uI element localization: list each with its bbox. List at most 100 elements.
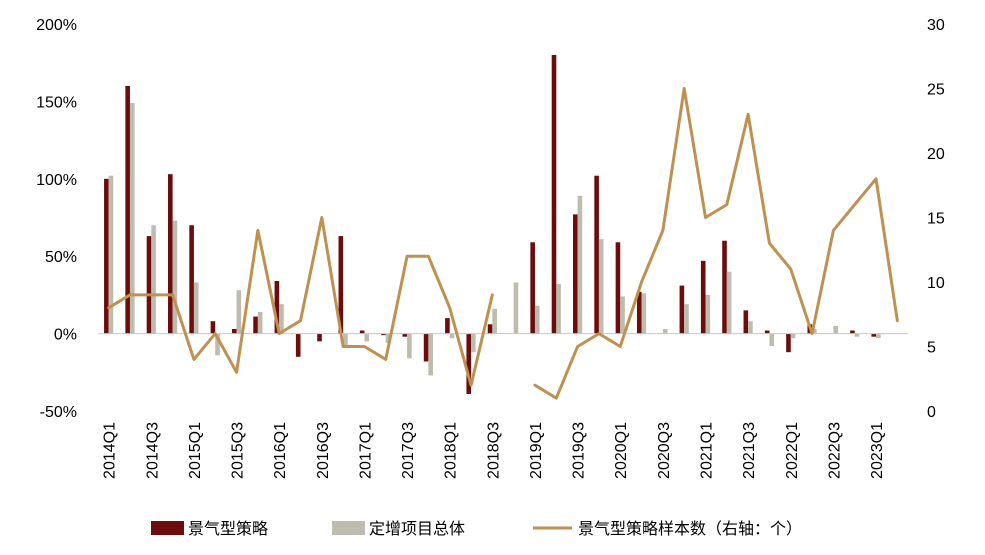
bar-s1-2023Q1 <box>871 333 877 337</box>
bar-s1-2019Q1 <box>530 242 535 334</box>
bar-s2-2017Q4 <box>428 333 433 376</box>
right-tick-label: 30 <box>927 17 945 34</box>
bar-s1-2018Q1 <box>445 318 450 334</box>
right-tick-label: 25 <box>927 82 945 99</box>
bar-s2-2020Q3 <box>662 328 668 334</box>
x-tick-label: 2018Q1 <box>443 422 460 479</box>
bar-s1-2019Q4 <box>594 175 599 334</box>
left-tick-label: 0% <box>54 327 77 344</box>
bar-s1-2021Q4 <box>764 330 770 334</box>
bar-s1-2021Q2 <box>722 240 727 334</box>
line-layer <box>107 87 899 400</box>
x-tick-label: 2020Q1 <box>613 422 630 479</box>
left-tick-label: 100% <box>36 172 77 189</box>
bar-s2-2016Q1 <box>279 304 284 334</box>
x-tick-label: 2015Q1 <box>187 422 204 479</box>
bar-s2-2022Q4 <box>854 333 860 337</box>
bar-s2-2018Q1 <box>449 333 455 339</box>
left-tick-label: 50% <box>45 249 77 266</box>
bar-s1-2014Q4 <box>168 174 173 334</box>
left-axis-ticks: -50% 0% 50% 100% 150% 200% <box>36 17 77 421</box>
bar-s2-2021Q1 <box>705 294 711 334</box>
bar-s2-2022Q3 <box>833 325 838 334</box>
bar-s1-2016Q2 <box>295 333 301 357</box>
bar-s1-2017Q2 <box>381 333 386 336</box>
bar-s1-2019Q2 <box>551 54 557 334</box>
x-tick-label: 2019Q1 <box>528 422 545 479</box>
left-tick-label: 150% <box>36 94 77 111</box>
legend: 景气型策略 定增项目总体 景气型策略样本数（右轴：个） <box>151 519 802 538</box>
bar-s1-2022Q4 <box>850 330 855 334</box>
bar-s1-2018Q3 <box>487 324 493 334</box>
bar-s2-2023Q1 <box>876 333 881 339</box>
bar-s2-2019Q4 <box>598 239 604 334</box>
right-tick-label: 5 <box>927 340 936 357</box>
x-tick-label: 2014Q3 <box>144 422 161 479</box>
bar-s1-2014Q1 <box>104 178 109 334</box>
bar-s2-2018Q4 <box>513 282 519 334</box>
x-tick-label: 2020Q3 <box>656 422 673 479</box>
bar-s2-2020Q1 <box>620 296 625 334</box>
bar-s2-2022Q1 <box>790 333 796 339</box>
bar-s2-2014Q4 <box>172 220 178 334</box>
bar-s1-2016Q1 <box>274 280 280 334</box>
left-tick-label: 200% <box>36 17 77 34</box>
bar-s1-2016Q4 <box>338 236 344 334</box>
bar-s1-2015Q3 <box>231 328 237 334</box>
left-tick-label: -50% <box>40 404 77 421</box>
bar-s2-2014Q2 <box>129 102 135 334</box>
bar-s2-2018Q2 <box>471 333 476 353</box>
bar-s2-2020Q4 <box>684 304 689 334</box>
bar-s1-2014Q3 <box>146 236 152 334</box>
bar-s1-2015Q4 <box>253 316 258 334</box>
x-tick-label: 2016Q3 <box>315 422 332 479</box>
bar-s1-2019Q3 <box>573 214 578 334</box>
bar-s2-2017Q1 <box>364 333 370 342</box>
line-series-segment-2 <box>533 87 899 400</box>
right-tick-label: 20 <box>927 146 945 163</box>
legend-swatch-bar-2 <box>332 521 365 535</box>
legend-label-3: 景气型策略样本数（右轴：个） <box>578 519 802 538</box>
bar-s1-2018Q2 <box>466 333 472 394</box>
bar-s2-2016Q4 <box>343 333 348 346</box>
right-tick-label: 0 <box>927 404 936 421</box>
x-axis-ticks: 2014Q1 2014Q3 2015Q1 2015Q3 2016Q1 2016Q3 2017… <box>102 422 886 479</box>
bar-s2-2019Q2 <box>556 284 561 334</box>
legend-label-2: 定增项目总体 <box>369 519 465 538</box>
bar-s1-2017Q1 <box>359 330 365 334</box>
bar-s2-2017Q3 <box>407 333 412 359</box>
bar-s2-2019Q3 <box>577 195 583 334</box>
bar-s1-2015Q1 <box>189 225 194 334</box>
bar-s1-2020Q1 <box>615 242 621 334</box>
bar-s2-2014Q3 <box>151 225 156 334</box>
x-tick-label: 2022Q1 <box>784 422 801 479</box>
bar-s2-2015Q1 <box>193 282 199 334</box>
bar-s1-2021Q1 <box>700 260 706 334</box>
x-tick-label: 2021Q3 <box>741 422 758 479</box>
bar-s2-2015Q2 <box>215 333 220 356</box>
bar-s2-2021Q2 <box>726 271 732 334</box>
legend-label-1: 景气型策略 <box>188 519 268 538</box>
x-tick-label: 2015Q3 <box>230 422 247 479</box>
bar-s1-2017Q3 <box>402 333 408 337</box>
x-tick-label: 2023Q1 <box>869 422 886 479</box>
x-tick-label: 2018Q3 <box>485 422 502 479</box>
bar-s2-2022Q2 <box>812 328 817 334</box>
x-tick-label: 2017Q3 <box>400 422 417 479</box>
bar-s2-2015Q3 <box>236 290 242 334</box>
bar-s2-2017Q2 <box>385 333 391 343</box>
bar-s1-2015Q2 <box>210 321 216 334</box>
bar-s2-2015Q4 <box>257 311 263 334</box>
bar-s2-2021Q4 <box>769 333 775 346</box>
bar-s2-2021Q3 <box>748 321 753 334</box>
bar-s1-2016Q3 <box>317 333 322 342</box>
legend-swatch-bar-1 <box>151 521 184 535</box>
bars-layer <box>104 54 881 394</box>
bar-s2-2018Q3 <box>492 308 497 334</box>
bar-s1-2017Q4 <box>423 333 429 362</box>
bar-s2-2020Q2 <box>641 293 647 334</box>
x-tick-label: 2019Q3 <box>571 422 588 479</box>
line-series-segment-1 <box>107 216 494 387</box>
x-tick-label: 2017Q1 <box>357 422 374 479</box>
